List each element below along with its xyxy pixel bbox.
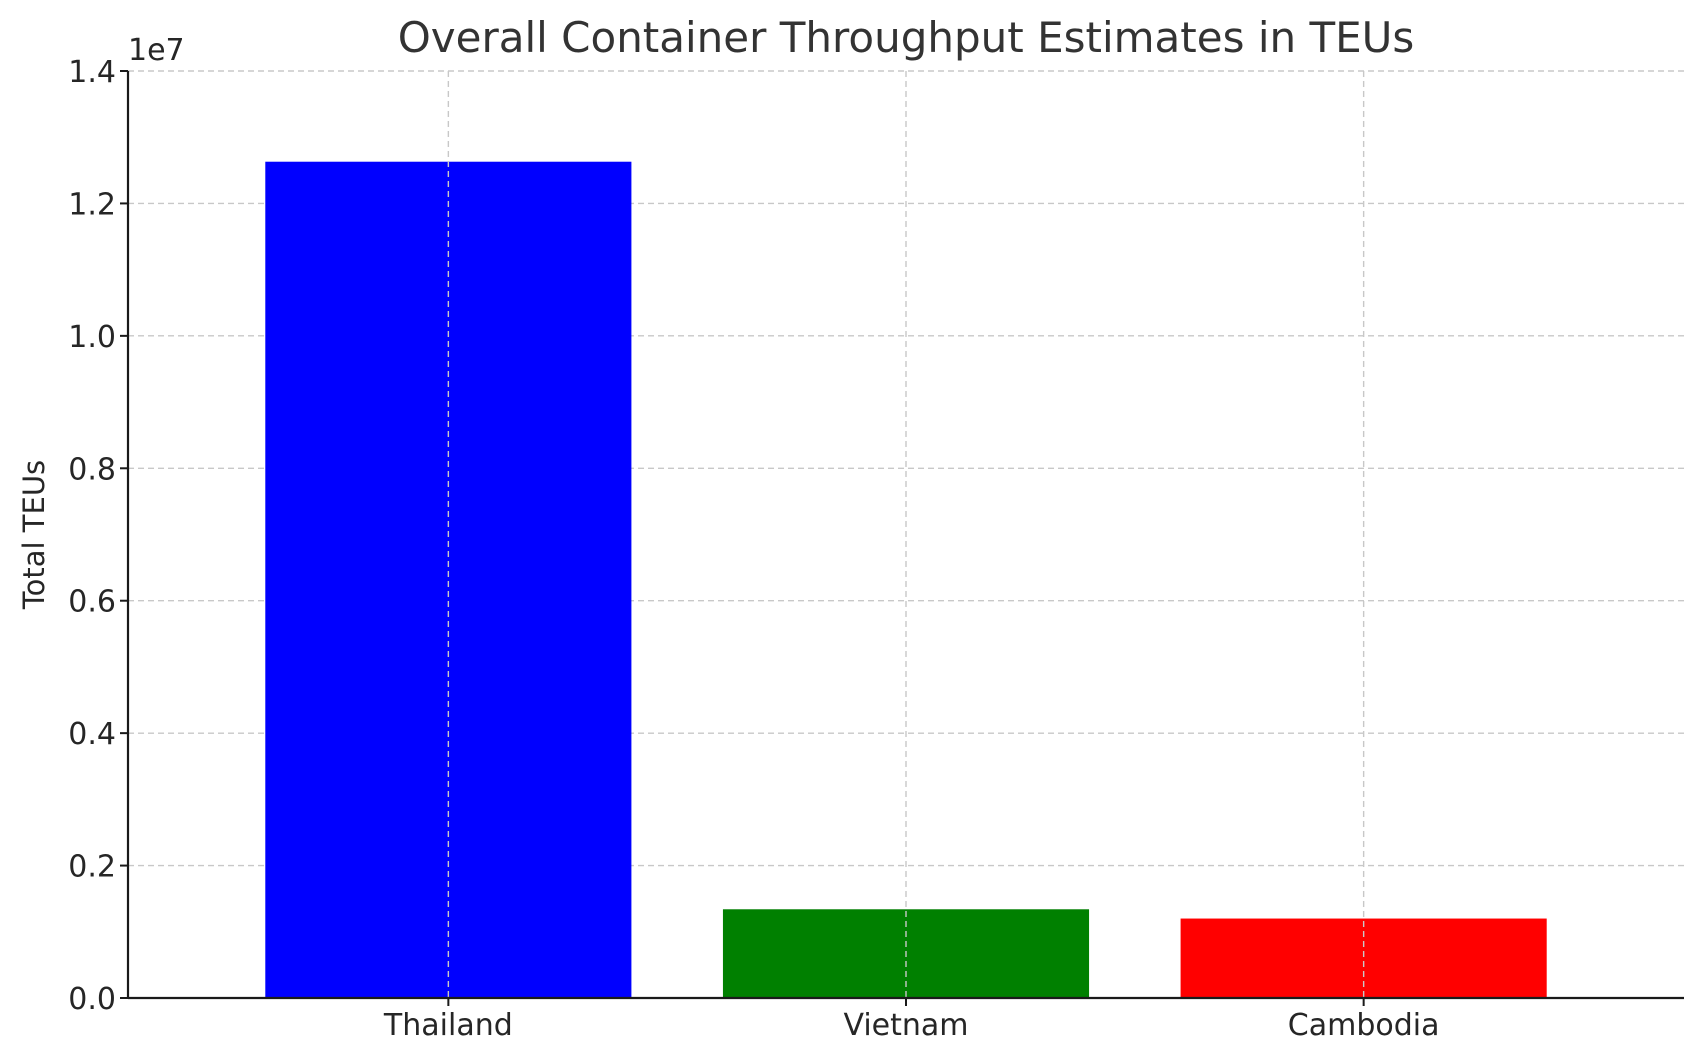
y-tick-label: 0.6 — [68, 585, 116, 620]
y-tick-label: 0.0 — [68, 982, 116, 1017]
y-axis-exponent-label: 1e7 — [128, 33, 185, 68]
x-tick-label: Cambodia — [1288, 1008, 1440, 1043]
y-tick-label: 1.0 — [68, 320, 116, 355]
y-axis-label: Total TEUs — [17, 460, 51, 610]
chart-title: Overall Container Throughput Estimates i… — [398, 13, 1415, 62]
x-tick-label: Thailand — [383, 1008, 513, 1043]
y-tick-label: 1.4 — [68, 55, 116, 90]
y-tick-label: 0.4 — [68, 717, 116, 752]
y-tick-label: 1.2 — [68, 187, 116, 222]
axis-layer: 0.0 0.2 0.4 0.6 0.8 1.0 1.2 1.4 Thailand Vietnam C… — [68, 55, 1684, 1043]
vertical-grid-layer — [447, 71, 1365, 998]
y-tick-label: 0.2 — [68, 850, 116, 885]
y-tick-label: 0.8 — [68, 452, 116, 487]
x-tick-label: Vietnam — [843, 1008, 968, 1043]
label-layer: Overall Container Throughput Estimates i… — [17, 13, 1414, 610]
